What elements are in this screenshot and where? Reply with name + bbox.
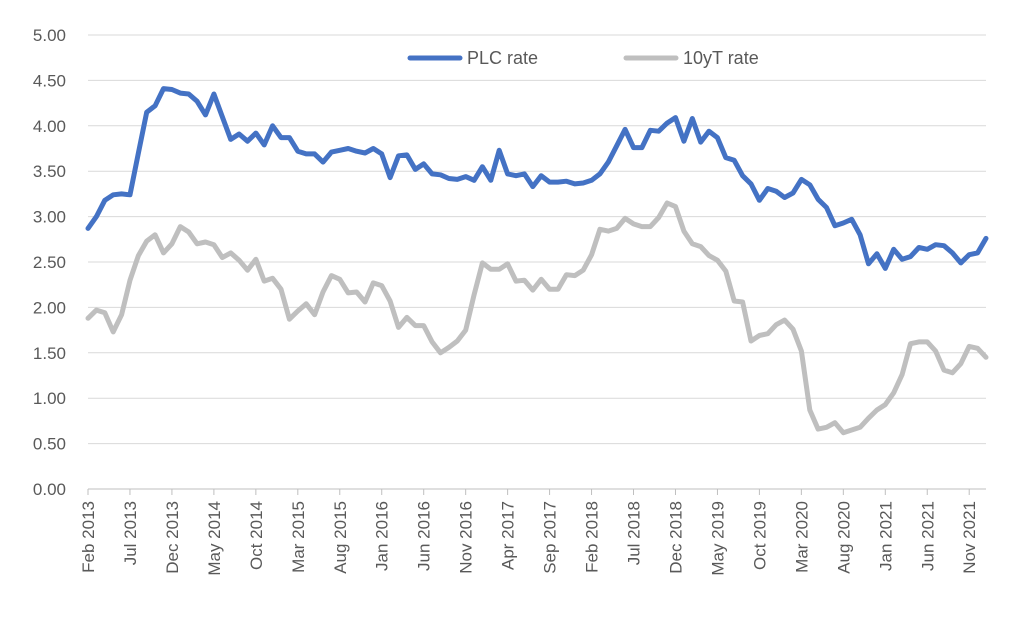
x-tick-label: Oct 2014	[247, 501, 266, 570]
series-line-10yt-rate	[85, 200, 989, 436]
y-tick-label: 1.00	[33, 389, 66, 408]
legend-label-plc-rate: PLC rate	[467, 48, 538, 68]
x-tick-label: May 2019	[708, 501, 727, 576]
y-tick-label: 5.00	[33, 26, 66, 45]
y-axis-ticks: 0.00 0.50 1.00 1.50 2.00 2.50 3.00 3.50 4.00 4.50…	[33, 26, 66, 499]
y-tick-label: 2.00	[33, 298, 66, 317]
gridlines	[88, 34, 986, 490]
series-lines	[85, 86, 989, 436]
y-tick-label: 3.50	[33, 162, 66, 181]
legend: PLC rate 10yT rate	[407, 48, 759, 68]
x-tick-label: Apr 2017	[499, 501, 518, 570]
x-tick-label: Mar 2015	[289, 501, 308, 573]
x-tick-label: Aug 2020	[834, 501, 853, 574]
y-tick-label: 2.50	[33, 253, 66, 272]
x-tick-label: Jan 2021	[876, 501, 895, 571]
y-tick-label: 3.00	[33, 208, 66, 227]
x-tick-label: Jul 2018	[625, 501, 644, 565]
x-tick-label: Jul 2013	[121, 501, 140, 565]
x-tick-label: Dec 2013	[163, 501, 182, 574]
legend-label-10yt-rate: 10yT rate	[683, 48, 759, 68]
x-tick-label: Dec 2018	[666, 501, 685, 574]
y-tick-label: 1.50	[33, 344, 66, 363]
x-tick-label: Nov 2021	[960, 501, 979, 574]
x-tick-label: Jan 2016	[373, 501, 392, 571]
y-tick-label: 0.50	[33, 435, 66, 454]
y-tick-label: 4.00	[33, 117, 66, 136]
x-tick-label: May 2014	[205, 501, 224, 576]
x-tick-label: Jun 2021	[918, 501, 937, 571]
x-tick-label: Feb 2013	[79, 501, 98, 573]
y-tick-label: 0.00	[33, 480, 66, 499]
x-tick-label: Nov 2016	[457, 501, 476, 574]
y-tick-label: 4.50	[33, 71, 66, 90]
x-tick-label: Mar 2020	[792, 501, 811, 573]
x-axis-ticks: Feb 2013 Jul 2013 Dec 2013 May 2014 Oct 2014…	[79, 489, 979, 576]
x-tick-label: Feb 2018	[583, 501, 602, 573]
x-tick-label: Sep 2017	[541, 501, 560, 574]
series-line-plc-rate	[85, 86, 989, 271]
x-tick-label: Oct 2019	[750, 501, 769, 570]
x-tick-label: Jun 2016	[415, 501, 434, 571]
x-tick-label: Aug 2015	[331, 501, 350, 574]
